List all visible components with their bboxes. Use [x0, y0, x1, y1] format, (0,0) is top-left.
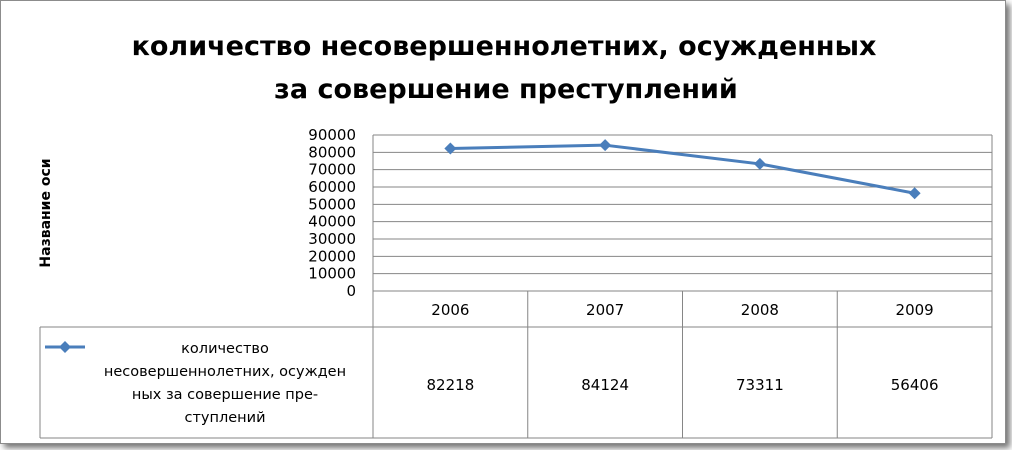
- y-tick-90000: 90000: [308, 126, 356, 144]
- y-tick-0: 0: [346, 282, 356, 300]
- series-name-line-3: ных за совершение пре-: [132, 387, 318, 403]
- y-tick-70000: 70000: [308, 161, 356, 179]
- y-tick-30000: 30000: [308, 230, 356, 248]
- data-point-2008: [753, 157, 766, 170]
- series-line: [450, 143, 915, 195]
- legend-key-marker: [59, 341, 71, 353]
- category-label-2008: 2008: [741, 301, 779, 319]
- table-value-2009: 56406: [891, 376, 939, 394]
- table-value-2007: 84124: [581, 376, 629, 394]
- data-point-2006: [444, 142, 457, 155]
- chart-title-line-2: за совершение преступлений: [274, 74, 738, 105]
- y-axis-label: Название оси: [38, 158, 54, 267]
- gridlines: [372, 134, 993, 292]
- chart-title-line-1: количество несовершеннолетних, осужденны…: [132, 31, 877, 62]
- series-layer: [444, 139, 921, 200]
- category-label-2006: 2006: [431, 301, 469, 319]
- y-tick-labels: 0100002000030000400005000060000700008000…: [308, 126, 356, 300]
- y-tick-10000: 10000: [308, 265, 356, 283]
- y-tick-60000: 60000: [308, 178, 356, 196]
- y-tick-20000: 20000: [308, 247, 356, 265]
- y-tick-80000: 80000: [308, 143, 356, 161]
- table-value-2006: 82218: [427, 376, 475, 394]
- series-name-line-2: несовершеннолетних, осужден: [104, 364, 346, 380]
- data-point-2007: [599, 139, 612, 152]
- table-value-2008: 73311: [736, 376, 784, 394]
- series-name-line-1: количество: [181, 341, 269, 357]
- y-tick-40000: 40000: [308, 213, 356, 231]
- line-chart: количество несовершеннолетних, осужден ны…: [38, 31, 993, 439]
- category-label-2009: 2009: [896, 301, 934, 319]
- series-name-line-4: ступлений: [185, 410, 266, 426]
- category-label-2007: 2007: [586, 301, 624, 319]
- data-point-2009: [908, 187, 921, 200]
- data-table: 2006 2007 2008 2009 количество несовершенноле…: [39, 291, 993, 439]
- y-tick-50000: 50000: [308, 195, 356, 213]
